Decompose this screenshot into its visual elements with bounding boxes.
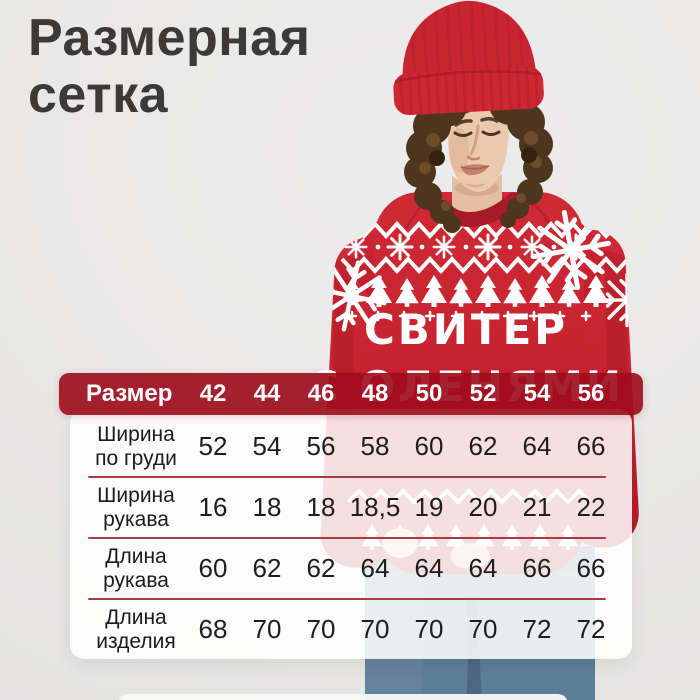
- cell-value: 64: [414, 553, 444, 583]
- table-row-chest-width: Ширина по груди 52 54 56 58 60 62 64 66: [86, 417, 618, 476]
- cell-value: 70: [414, 614, 444, 644]
- cell-value: 72: [522, 614, 552, 644]
- cell-value: 70: [252, 614, 282, 644]
- cell-value: 54: [252, 431, 282, 461]
- size-table-header-label: Размер: [86, 380, 173, 407]
- row-label: Ширина по груди: [95, 422, 177, 470]
- cell-value: 19: [414, 492, 444, 522]
- cell-value: 18,5: [349, 492, 401, 522]
- cell-value: 70: [468, 614, 498, 644]
- page-title-line2: сетка: [28, 65, 169, 124]
- cell-value: 62: [252, 553, 282, 583]
- size-column-54: 54: [523, 380, 551, 407]
- row-label: Ширина рукава: [97, 483, 175, 531]
- cell-value: 68: [198, 614, 228, 644]
- size-table: Ширина по груди 52 54 56 58 60 62 64 66 …: [70, 409, 632, 659]
- cell-value: 22: [576, 492, 606, 522]
- cell-value: 70: [306, 614, 336, 644]
- cell-value: 20: [468, 492, 498, 522]
- cell-value: 62: [468, 431, 498, 461]
- size-column-42: 42: [199, 380, 227, 407]
- beanie: [393, 0, 544, 116]
- row-divider: [88, 476, 606, 478]
- sweater-text-line1: СВИТЕР: [364, 305, 568, 354]
- cell-value: 18: [306, 492, 336, 522]
- cell-value: 58: [360, 431, 390, 461]
- size-column-50: 50: [415, 380, 443, 407]
- table-row-item-length: Длина изделия 68 70 70 70 70 70 72 72: [86, 600, 618, 659]
- next-card-hint: [118, 694, 568, 700]
- cell-value: 60: [198, 553, 228, 583]
- page-title: Размерная сетка: [28, 10, 310, 123]
- size-column-56: 56: [577, 380, 605, 407]
- cell-value: 56: [306, 431, 336, 461]
- cell-value: 64: [522, 431, 552, 461]
- face: [448, 102, 509, 192]
- cell-value: 70: [360, 614, 390, 644]
- cell-value: 64: [360, 553, 390, 583]
- row-divider: [88, 598, 606, 600]
- cell-value: 21: [522, 492, 552, 522]
- cell-value: 66: [576, 553, 606, 583]
- row-divider: [88, 537, 606, 539]
- size-column-52: 52: [469, 380, 497, 407]
- table-row-sleeve-length: Длина рукава 60 62 62 64 64 64 66 66: [86, 539, 618, 598]
- cell-value: 62: [306, 553, 336, 583]
- cell-value: 72: [576, 614, 606, 644]
- cell-value: 52: [198, 431, 228, 461]
- cell-value: 16: [198, 492, 228, 522]
- table-row-sleeve-width: Ширина рукава 16 18 18 18,5 19 20 21 22: [86, 478, 618, 537]
- page-title-line1: Размерная: [28, 9, 311, 67]
- cell-value: 60: [414, 431, 444, 461]
- cell-value: 66: [522, 553, 552, 583]
- cell-value: 64: [468, 553, 498, 583]
- cell-value: 18: [252, 492, 282, 522]
- size-column-44: 44: [253, 380, 281, 407]
- size-column-48: 48: [361, 380, 389, 407]
- row-label: Длина рукава: [103, 544, 169, 592]
- size-table-header: Размер 42 44 46 48 50 52 54 56: [59, 373, 643, 415]
- size-column-46: 46: [307, 380, 335, 407]
- cell-value: 66: [576, 431, 606, 461]
- row-label: Длина изделия: [96, 605, 176, 653]
